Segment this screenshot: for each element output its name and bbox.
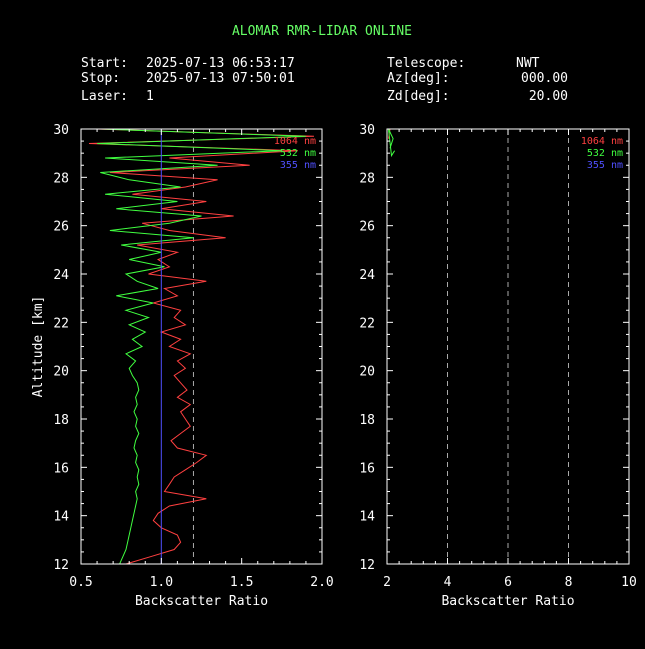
stop-value: 2025-07-13 07:50:01 xyxy=(146,71,295,86)
panel1-legend-355-nm: 355 nm xyxy=(280,160,316,171)
panel2-x-tick-label: 2 xyxy=(383,575,391,590)
az-value: 000.00 xyxy=(521,71,568,86)
start-label: Start: xyxy=(81,56,128,71)
panel2-y-tick-label: 20 xyxy=(359,365,375,380)
panel2-x-tick-label: 8 xyxy=(565,575,573,590)
panel1-y-tick-label: 20 xyxy=(53,365,69,380)
start-value: 2025-07-13 06:53:17 xyxy=(146,56,295,71)
stop-label: Stop: xyxy=(81,71,120,86)
zd-label: Zd[deg]: xyxy=(387,89,450,104)
laser-value: 1 xyxy=(146,89,154,104)
panel2-y-tick-label: 26 xyxy=(359,220,375,235)
panel1-y-tick-label: 22 xyxy=(53,316,69,331)
panel2-legend-532-nm: 532 nm xyxy=(587,148,623,159)
panel2-y-tick-label: 18 xyxy=(359,413,375,428)
panel1-x-axis-label: Backscatter Ratio xyxy=(135,594,268,609)
panel1-x-tick-label: 0.5 xyxy=(69,575,92,590)
panel1-x-tick-label: 1.5 xyxy=(230,575,253,590)
panel1-legend-532-nm: 532 nm xyxy=(280,148,316,159)
panel2-y-tick-label: 24 xyxy=(359,268,375,283)
panel2-x-axis-label: Backscatter Ratio xyxy=(441,594,574,609)
panel1-y-tick-label: 12 xyxy=(53,558,69,573)
panel1-y-tick-label: 14 xyxy=(53,510,69,525)
panel2-y-tick-label: 12 xyxy=(359,558,375,573)
panel2-legend-355-nm: 355 nm xyxy=(587,160,623,171)
panel2-x-tick-label: 4 xyxy=(444,575,452,590)
panel1-y-tick-label: 30 xyxy=(53,123,69,138)
panel1-legend-1064-nm: 1064 nm xyxy=(274,136,316,147)
panel1-series-1064-nm xyxy=(88,128,315,565)
az-label: Az[deg]: xyxy=(387,71,450,86)
panel2-y-tick-label: 30 xyxy=(359,123,375,138)
left-panel: 12 14 16 18 20 22 24 26 28 30 0.5 1.0 1.5 2.0 Backscat… xyxy=(31,123,334,609)
panel2-x-tick-label: 10 xyxy=(621,575,637,590)
panel2-y-tick-label: 16 xyxy=(359,461,375,476)
panel2-y-tick-label: 28 xyxy=(359,171,375,186)
panel1-y-axis-label: Altitude [km] xyxy=(31,296,46,398)
telescope-value: NWT xyxy=(516,56,540,71)
laser-label: Laser: xyxy=(81,89,128,104)
panel2-y-tick-label: 22 xyxy=(359,316,375,331)
panel2-x-tick-label: 6 xyxy=(504,575,512,590)
panel1-x-tick-label: 1.0 xyxy=(150,575,173,590)
chart-title: ALOMAR RMR-LIDAR ONLINE xyxy=(232,24,412,39)
panel1-series-532-nm xyxy=(97,128,306,565)
telescope-label: Telescope: xyxy=(387,56,465,71)
panel1-y-tick-label: 24 xyxy=(53,268,69,283)
panel2-y-tick-label: 14 xyxy=(359,510,375,525)
panel1-y-tick-label: 18 xyxy=(53,413,69,428)
zd-value: 20.00 xyxy=(529,89,568,104)
panel1-y-tick-label: 26 xyxy=(53,220,69,235)
panel1-y-tick-label: 28 xyxy=(53,171,69,186)
panel2-legend-1064-nm: 1064 nm xyxy=(581,136,623,147)
panel1-x-tick-label: 2.0 xyxy=(310,575,333,590)
panel1-y-tick-label: 16 xyxy=(53,461,69,476)
